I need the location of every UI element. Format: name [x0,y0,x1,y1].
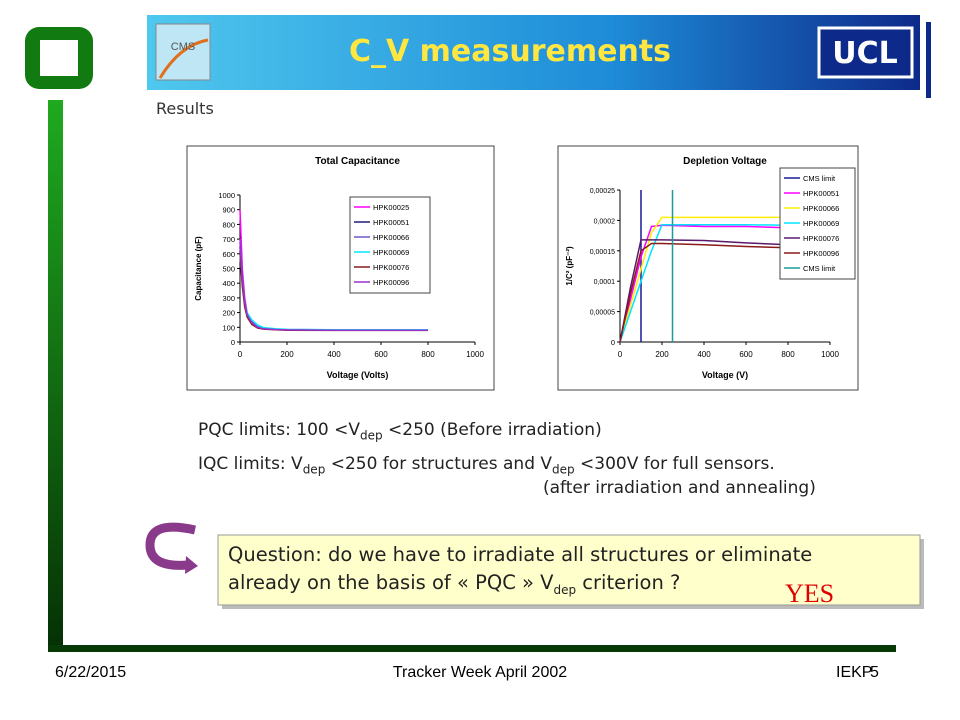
legend-label: HPK00025 [373,203,409,212]
section-label: Results [156,99,214,118]
banner-edge [926,22,931,98]
x-tick-label: 600 [739,350,753,359]
x-tick-label: 600 [374,350,388,359]
y-tick-label: 0 [611,338,615,347]
legend-label: HPK00076 [373,263,409,272]
y-tick-label: 900 [222,206,235,215]
legend [349,196,431,294]
x-tick-label: 200 [655,350,669,359]
y-axis-label: 1/C² (pF⁻²) [565,246,574,286]
x-tick-label: 1000 [466,350,484,359]
footer-org: IEKP [836,664,873,681]
y-tick-label: 300 [222,294,235,303]
y-tick-label: 1000 [218,191,235,200]
x-tick-label: 1000 [821,350,839,359]
ucl-text: UCL [832,36,898,71]
x-tick-label: 0 [238,350,243,359]
legend-label: CMS limit [803,264,836,273]
question-line: already on the basis of « PQC » Vdep cri… [228,571,680,597]
y-tick-label: 0,00015 [590,249,615,256]
ucl-logo [817,26,914,79]
text: <250 for structures and V [325,454,553,474]
legend-label: HPK00069 [803,219,839,228]
legend-label: HPK00076 [803,234,839,243]
y-tick-label: 0,00005 [590,310,615,317]
logo-inner [40,40,78,76]
chart-title: Total Capacitance [315,156,400,167]
x-tick-label: 200 [280,350,294,359]
subscript: dep [302,462,326,477]
footer-event: Tracker Week April 2002 [392,664,568,681]
text: already on the basis of « PQC » V [228,571,554,594]
x-tick-label: 400 [697,350,711,359]
y-tick-label: 400 [222,279,235,288]
series-line [239,241,428,331]
curved-arrow [145,522,196,570]
x-tick-label: 800 [421,350,435,359]
series-line [619,223,809,343]
cms-logo-text: CMS [171,41,195,53]
iqc-limits: IQC limits: Vdep <250 for structures and… [198,454,775,476]
legend-label: HPK00096 [373,278,409,287]
question-box [217,534,921,606]
legend-label: HPK00051 [373,218,409,227]
slide-title: C_V measurements [349,34,671,69]
legend-label: HPK00096 [803,249,839,258]
x-tick-label: 0 [618,350,623,359]
x-axis-label: Voltage (V) [702,370,748,380]
y-tick-label: 600 [222,250,235,259]
cms-logo-arc [158,38,209,79]
subscript: dep [552,462,575,477]
y-tick-label: 800 [222,220,235,229]
text: <250 (Before irradiation) [382,420,602,440]
text: criterion ? [576,571,681,594]
side-bar [48,100,63,652]
text: <300V for full sensors. [574,454,775,474]
legend-label: HPK00069 [373,248,409,257]
y-tick-label: 0,0001 [594,279,616,286]
y-tick-label: 0,0002 [594,218,616,225]
y-tick-label: 200 [222,309,235,318]
iqc-note: (after irradiation and annealing) [543,478,816,498]
y-tick-label: 0,00025 [590,188,615,195]
series-line [619,239,809,343]
y-tick-label: 0 [231,338,235,347]
subscript: dep [360,428,383,443]
legend-label: CMS limit [803,174,836,183]
y-tick-label: 700 [222,235,235,244]
pqc-limits: PQC limits: 100 <Vdep <250 (Before irrad… [198,420,602,442]
bottom-bar [48,645,896,652]
x-tick-label: 400 [327,350,341,359]
y-axis-label: Capacitance (pF) [194,236,203,301]
question-line: Question: do we have to irradiate all st… [228,543,813,566]
legend-label: HPK00066 [803,204,839,213]
y-tick-label: 100 [222,323,235,332]
charts: Total Capacitance Voltage (Volts) Capacita… [186,145,859,391]
x-tick-label: 800 [781,350,795,359]
footer-page: 5 [870,664,879,681]
series-line [619,242,809,343]
answer: YES [785,579,834,608]
subscript: dep [553,582,577,597]
legend-label: HPK00066 [373,233,409,242]
arrow-head [185,556,198,574]
x-axis-label: Voltage (Volts) [327,370,389,380]
text: IQC limits: V [198,454,303,474]
y-tick-label: 500 [222,265,235,274]
legend-label: HPK00051 [803,189,839,198]
banner [147,15,920,90]
text: PQC limits: 100 <V [198,420,361,440]
footer-date: 6/22/2015 [55,664,127,681]
series-line [619,216,809,343]
chart-title: Depletion Voltage [683,156,767,167]
